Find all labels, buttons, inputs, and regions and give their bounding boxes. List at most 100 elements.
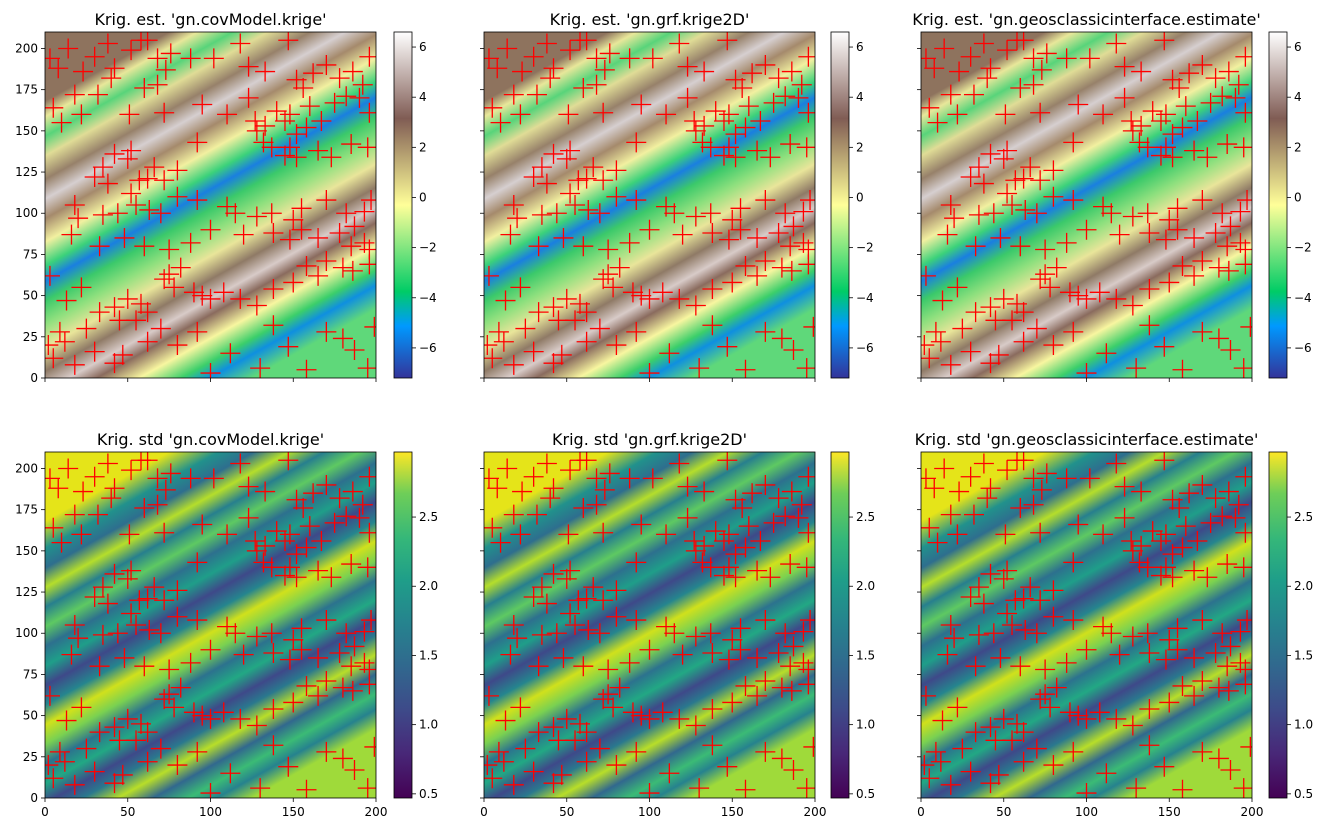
data-point-marker	[160, 43, 181, 64]
data-point-marker	[952, 318, 973, 339]
data-point-marker	[700, 203, 721, 224]
data-point-marker	[45, 48, 60, 69]
data-point-marker	[694, 535, 715, 556]
data-point-marker	[1208, 748, 1229, 769]
data-point-marker	[775, 86, 796, 107]
colorbar-tick-label: 2.0	[419, 579, 438, 593]
data-point-marker	[349, 87, 370, 108]
data-point-marker	[990, 647, 1011, 668]
data-point-marker	[606, 186, 627, 207]
data-point-marker	[796, 778, 815, 798]
colorbar-tick-label: 2.5	[856, 510, 875, 524]
data-point-marker	[342, 680, 363, 701]
data-point-marker	[97, 33, 118, 54]
data-point-marker	[1142, 101, 1163, 122]
data-point-marker	[203, 468, 224, 489]
x-tick-label: 150	[721, 805, 744, 819]
data-point-marker	[354, 621, 375, 642]
data-point-marker	[137, 331, 158, 352]
data-point-marker	[316, 251, 337, 272]
colorbar-tick-label: 0	[856, 190, 864, 204]
data-point-marker	[930, 751, 951, 772]
data-point-marker	[1197, 567, 1218, 588]
data-point-marker	[324, 92, 345, 113]
data-point-marker	[126, 195, 147, 215]
data-point-marker	[523, 166, 544, 187]
data-point-marker	[1126, 778, 1147, 798]
data-point-marker	[1063, 610, 1084, 631]
data-point-marker	[940, 195, 961, 215]
data-point-marker	[1192, 190, 1213, 211]
data-point-marker	[565, 195, 586, 215]
data-point-marker	[725, 567, 746, 588]
x-tick-label: 50	[559, 805, 574, 819]
data-point-marker	[336, 623, 357, 644]
data-point-marker	[359, 466, 376, 487]
data-point-marker	[573, 236, 594, 257]
data-point-marker	[980, 297, 1001, 318]
data-point-marker	[1089, 282, 1110, 303]
colorbar-tick-label: −6	[1294, 341, 1312, 355]
data-point-marker	[560, 603, 581, 624]
data-point-marker	[1015, 199, 1036, 220]
data-point-marker	[576, 588, 597, 609]
data-point-marker	[203, 48, 224, 69]
data-point-marker	[1122, 540, 1143, 561]
data-point-marker	[150, 738, 171, 759]
data-point-marker	[1068, 285, 1089, 306]
data-point-marker	[735, 359, 756, 378]
data-point-marker	[1043, 160, 1064, 181]
data-point-marker	[283, 692, 304, 713]
data-point-marker	[278, 336, 299, 357]
data-point-marker	[781, 481, 802, 502]
data-point-marker	[45, 685, 60, 706]
data-point-marker	[1056, 232, 1077, 253]
data-point-marker	[781, 680, 802, 701]
data-point-marker	[993, 288, 1014, 309]
data-point-marker	[1002, 310, 1023, 331]
panel-title: Krig. std 'gn.grf.krige2D'	[552, 430, 747, 449]
data-point-marker	[1013, 302, 1034, 323]
data-point-marker	[747, 647, 768, 668]
data-point-marker	[1101, 203, 1122, 224]
data-point-marker	[484, 265, 499, 286]
data-point-marker	[593, 170, 614, 191]
data-point-marker	[606, 580, 627, 601]
data-point-marker	[940, 504, 961, 525]
data-point-marker	[705, 101, 726, 122]
data-point-marker	[303, 483, 324, 504]
data-point-marker	[308, 647, 329, 668]
data-point-marker	[217, 104, 238, 125]
data-point-marker	[685, 715, 706, 736]
data-point-marker	[359, 674, 376, 695]
data-point-marker	[316, 474, 337, 495]
y-tick-label: 75	[23, 667, 38, 681]
data-point-marker	[1235, 522, 1252, 543]
data-point-marker	[64, 774, 85, 795]
data-point-marker	[1159, 692, 1180, 713]
data-point-marker	[921, 517, 940, 538]
data-point-marker	[64, 195, 85, 215]
data-point-marker	[531, 204, 552, 225]
data-point-marker	[631, 285, 652, 306]
data-point-marker	[341, 236, 362, 257]
data-point-marker	[997, 140, 1018, 161]
data-point-marker	[1167, 618, 1188, 639]
y-tick-label: 175	[15, 83, 38, 97]
data-point-marker	[793, 621, 814, 642]
data-point-marker	[960, 341, 981, 362]
data-point-marker	[1172, 779, 1193, 798]
data-point-marker	[155, 479, 176, 500]
data-point-marker	[245, 530, 266, 551]
data-point-marker	[738, 96, 759, 117]
data-point-marker	[531, 577, 552, 598]
data-point-marker	[1030, 522, 1051, 543]
data-point-marker	[1023, 468, 1044, 489]
data-point-marker	[1013, 452, 1034, 471]
data-point-marker	[71, 104, 92, 125]
data-point-marker	[54, 751, 75, 772]
data-point-marker	[593, 269, 614, 290]
data-point-marker	[484, 755, 498, 776]
colorbar-tick-label: 1.5	[856, 648, 875, 662]
data-point-marker	[1230, 621, 1251, 642]
